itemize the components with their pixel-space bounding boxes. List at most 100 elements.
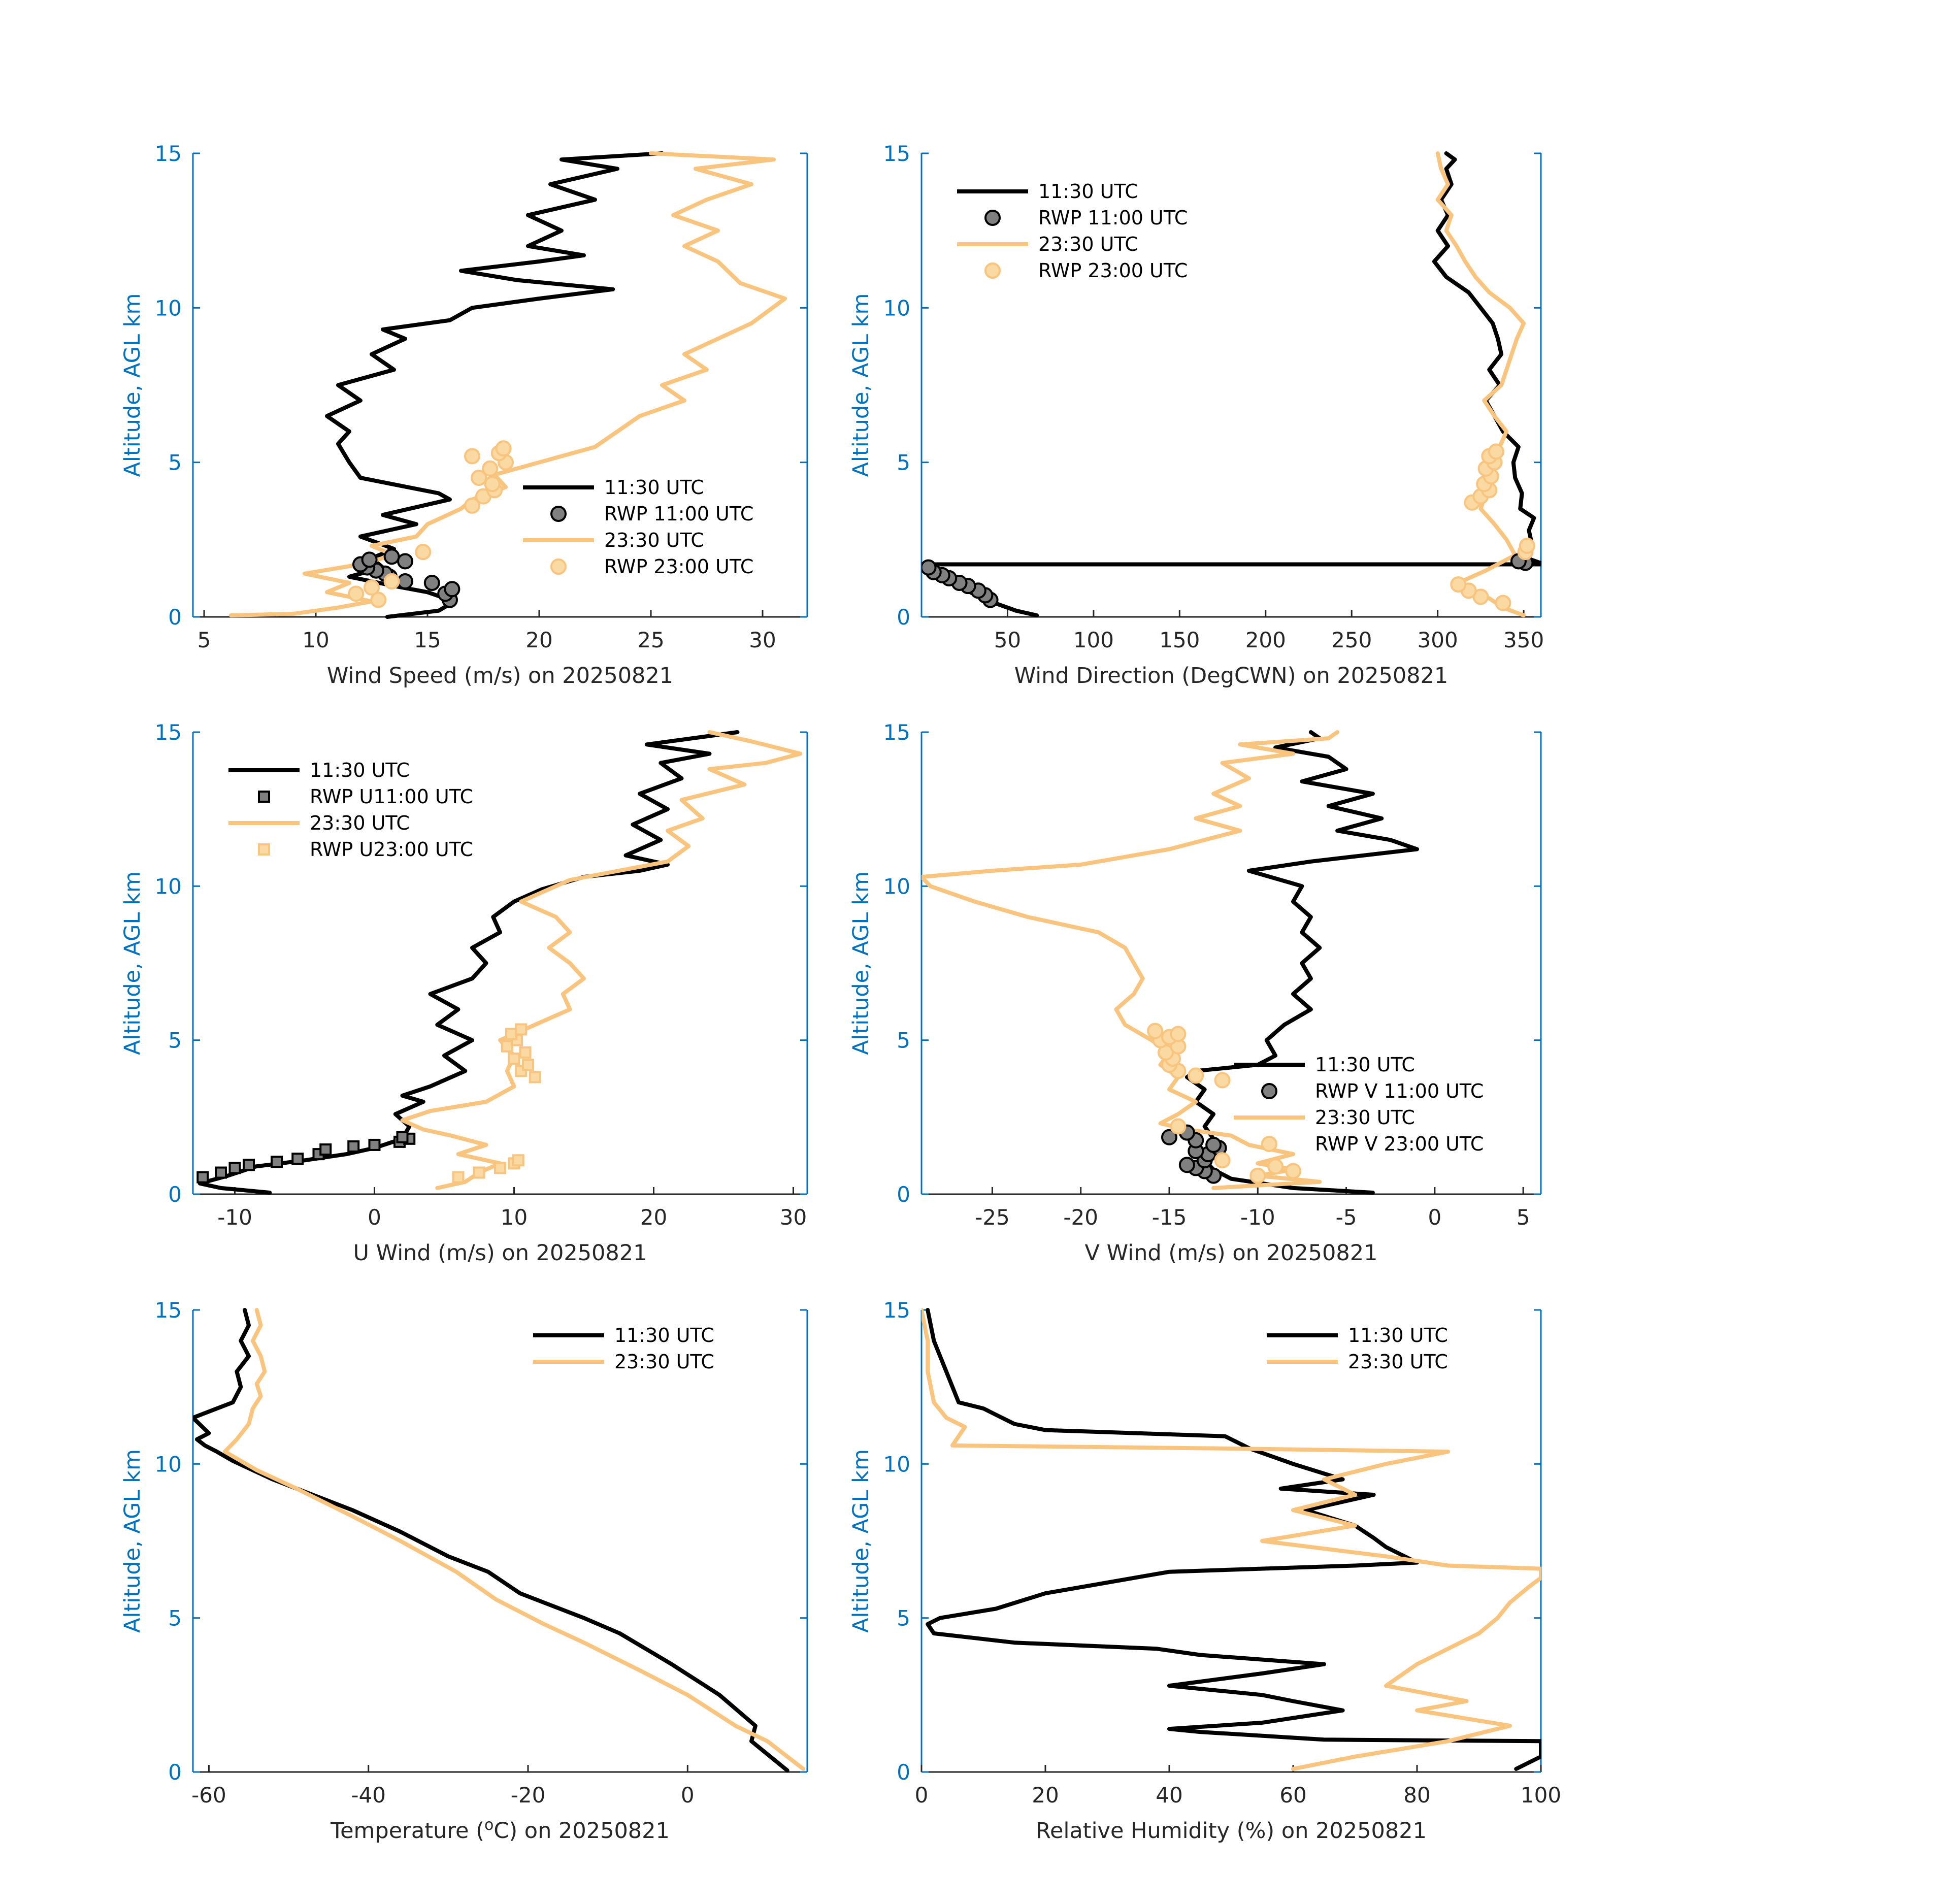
data-point-marker — [1161, 1129, 1177, 1145]
legend-label: 11:30 UTC — [1348, 1324, 1448, 1347]
x-axis-title-superscript: o — [484, 1816, 493, 1834]
data-point-marker — [383, 573, 400, 590]
x-tick-label: 0 — [681, 1783, 695, 1808]
data-point-marker — [512, 1154, 524, 1167]
data-point-marker — [1147, 1023, 1164, 1039]
data-point-marker — [243, 1159, 255, 1171]
x-tick-label: -40 — [351, 1783, 386, 1808]
x-tick-label: -60 — [191, 1783, 226, 1808]
legend-label: 23:30 UTC — [1038, 233, 1138, 255]
legend-label: 23:30 UTC — [1315, 1106, 1415, 1129]
y-tick-label: 0 — [168, 605, 182, 630]
y-tick-label: 5 — [168, 450, 182, 475]
series-line-23-30-utc — [228, 151, 787, 617]
y-tick-label: 15 — [155, 1298, 182, 1323]
legend-marker-swatch — [1261, 1136, 1277, 1152]
x-tick-label: 20 — [1032, 1783, 1059, 1808]
data-point-marker — [415, 544, 432, 561]
data-point-marker — [383, 548, 400, 565]
data-point-marker — [1214, 1152, 1231, 1169]
data-point-marker — [397, 573, 413, 590]
chart-v-wind: -25 -20 -15 -10 -5 0 5 0 5 10 15 V Wind (m/s) on 20… — [848, 720, 1542, 1266]
x-tick-label: 0 — [1428, 1205, 1441, 1230]
y-axis-title: Altitude, AGL km — [120, 871, 145, 1055]
x-tick-label: -10 — [1240, 1205, 1275, 1230]
y-tick-label: 5 — [168, 1028, 182, 1053]
x-tick-label: 40 — [1156, 1783, 1182, 1808]
y-tick-label: 5 — [168, 1606, 182, 1631]
x-tick-label: 300 — [1418, 628, 1458, 652]
legend-label: 23:30 UTC — [614, 1351, 714, 1373]
plot-area — [193, 1308, 806, 1772]
data-point-marker — [508, 1053, 520, 1065]
data-point-marker — [1249, 1167, 1266, 1184]
x-tick-label: 30 — [780, 1205, 807, 1230]
data-point-marker — [1178, 1157, 1195, 1173]
legend-marker-swatch — [984, 210, 1001, 226]
data-point-marker — [396, 1131, 409, 1143]
data-point-marker — [522, 1059, 534, 1071]
y-tick-label: 15 — [155, 141, 182, 166]
plot-area — [196, 730, 803, 1195]
x-tick-label: 0 — [915, 1783, 929, 1808]
x-axis-title: U Wind (m/s) on 20250821 — [353, 1240, 647, 1266]
legend-label: 11:30 UTC — [1315, 1054, 1415, 1076]
plot-area — [921, 1308, 1541, 1771]
series-line-23-30-utc — [921, 730, 1340, 1190]
data-point-marker — [1488, 443, 1504, 460]
data-point-marker — [368, 1138, 381, 1151]
data-point-marker — [1214, 1072, 1231, 1089]
data-point-marker — [1205, 1136, 1222, 1153]
chart-wind-direction: 50 100 150 200 250 300 350 0 5 10 15 Wind Direction… — [848, 141, 1544, 688]
x-tick-label: -20 — [511, 1783, 546, 1808]
legend-label: 11:30 UTC — [604, 476, 704, 499]
data-point-marker — [1170, 1026, 1187, 1042]
series-line-11-30-utc — [198, 730, 740, 1195]
data-point-marker — [271, 1156, 283, 1168]
x-tick-label: 150 — [1159, 628, 1200, 652]
chart-u-wind: -10 0 10 20 30 0 5 10 15 U Wind (m/s) on 20250821… — [120, 720, 808, 1266]
x-tick-label: 60 — [1279, 1783, 1306, 1808]
data-point-marker — [347, 1140, 360, 1153]
y-tick-label: 5 — [897, 1606, 910, 1631]
legend-marker-swatch — [550, 506, 567, 522]
data-point-marker — [1188, 1067, 1204, 1084]
y-tick-label: 15 — [883, 720, 910, 745]
legend-label: RWP V 11:00 UTC — [1315, 1080, 1484, 1102]
legend-label: 11:30 UTC — [614, 1324, 714, 1347]
data-point-marker — [1285, 1163, 1301, 1179]
data-point-marker — [1519, 538, 1535, 554]
x-tick-label: 200 — [1245, 628, 1286, 652]
data-point-marker — [319, 1143, 332, 1156]
y-tick-label: 0 — [897, 605, 910, 630]
y-tick-label: 5 — [897, 1028, 910, 1053]
legend-marker-swatch — [1261, 1083, 1277, 1099]
y-tick-label: 0 — [897, 1760, 910, 1785]
y-tick-label: 10 — [155, 1452, 182, 1476]
y-tick-label: 15 — [155, 720, 182, 745]
legend-label: RWP 11:00 UTC — [1038, 207, 1188, 229]
legend-label: RWP 23:00 UTC — [1038, 259, 1188, 282]
x-axis-title-suffix: C) on 20250821 — [493, 1818, 670, 1844]
y-axis-title: Altitude, AGL km — [848, 871, 874, 1055]
data-point-marker — [397, 553, 413, 570]
data-point-marker — [529, 1071, 541, 1084]
legend-label: RWP V 23:00 UTC — [1315, 1133, 1484, 1155]
legend-label: 23:30 UTC — [310, 812, 410, 834]
y-tick-label: 0 — [168, 1182, 182, 1207]
data-point-marker — [361, 551, 378, 568]
x-tick-label: 20 — [640, 1205, 667, 1230]
legend: 11:30 UTC 23:30 UTC — [533, 1324, 714, 1373]
legend: 11:30 UTC 23:30 UTC — [1267, 1324, 1448, 1373]
series-line-11-30-utc — [926, 1308, 1541, 1771]
data-point-marker — [505, 1028, 517, 1040]
series-line-23-30-utc — [1435, 151, 1526, 617]
x-tick-label: 5 — [198, 628, 211, 652]
y-tick-label: 10 — [155, 874, 182, 899]
data-point-marker — [495, 440, 512, 457]
x-tick-label: -10 — [217, 1205, 252, 1230]
y-axis-title: Altitude, AGL km — [848, 1449, 874, 1633]
chart-temperature: -60 -40 -20 0 0 5 10 15 Temperature (oC) on 2025… — [120, 1298, 808, 1844]
x-tick-label: 20 — [525, 628, 552, 652]
